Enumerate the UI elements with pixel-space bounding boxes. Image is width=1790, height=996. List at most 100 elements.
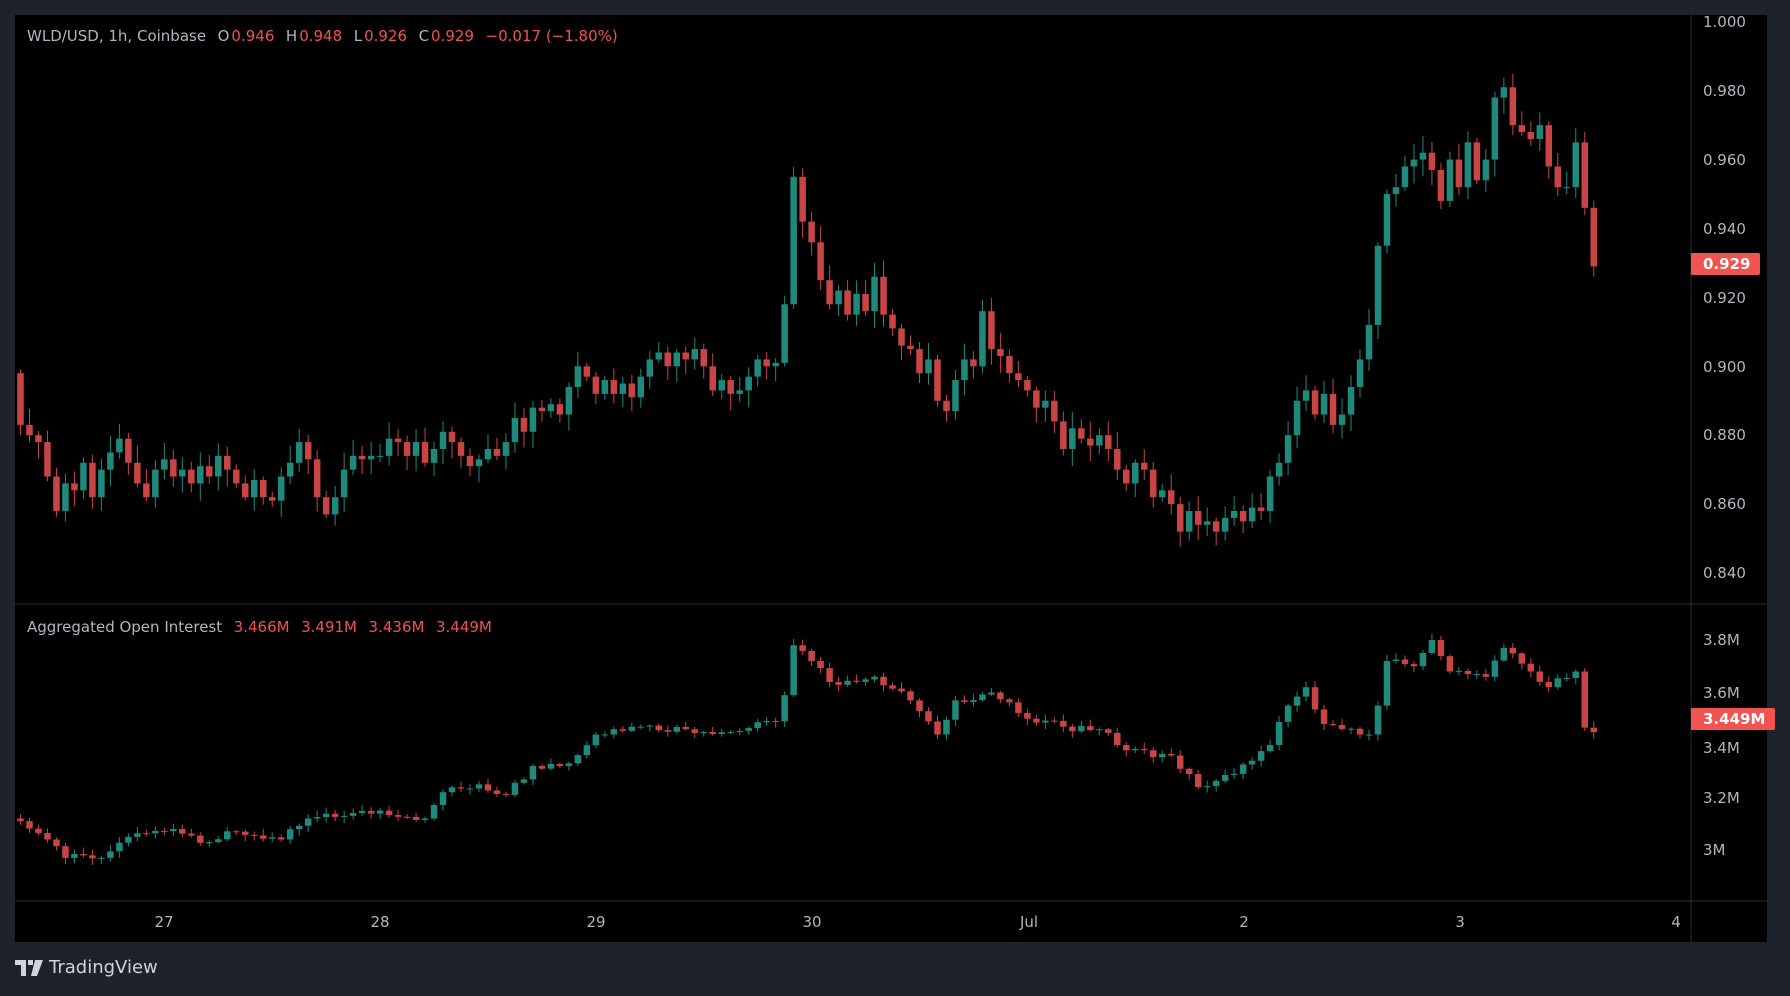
oi-candle: [331, 813, 339, 817]
oi-candle: [1042, 720, 1049, 723]
oi-candle: [152, 830, 159, 834]
oi-candle: [934, 721, 941, 735]
price-candle: [520, 417, 528, 432]
price-candle: [322, 497, 330, 515]
price-candle: [853, 293, 860, 315]
price-candle: [628, 383, 636, 398]
oi-tick: 3.2M: [1703, 789, 1740, 807]
price-tick: 0.900: [1703, 358, 1746, 376]
price-candle: [1024, 380, 1031, 391]
price-candle: [970, 359, 977, 367]
change-value: −0.017 (−1.80%): [485, 27, 618, 45]
oi-candle: [259, 835, 267, 839]
oi-candle: [17, 818, 24, 822]
oi-candle: [925, 711, 932, 722]
price-candle: [763, 359, 770, 367]
price-candle: [952, 380, 959, 412]
time-tick: 2: [1239, 913, 1249, 931]
symbol-title[interactable]: WLD/USD, 1h, Coinbase: [27, 27, 207, 45]
oi-candle: [1437, 640, 1445, 657]
price-candle: [475, 459, 483, 467]
oi-candle: [358, 810, 366, 814]
price-candle: [1356, 359, 1364, 387]
price-tick: 0.920: [1703, 289, 1746, 307]
oi-candle: [1096, 729, 1103, 731]
price-candle: [574, 366, 582, 387]
price-candle: [295, 442, 303, 463]
oi-candle: [763, 720, 770, 723]
price-candle: [1087, 438, 1094, 446]
oi-candle: [1293, 696, 1301, 706]
price-candle: [394, 438, 402, 443]
price-candle: [430, 448, 438, 463]
price-tick: 0.880: [1703, 426, 1746, 444]
price-candle: [35, 435, 42, 443]
oi-candle: [484, 784, 492, 791]
oi-candle: [1563, 677, 1571, 679]
price-candle: [1338, 414, 1346, 425]
oi-candle: [412, 816, 420, 820]
oi-candle: [1374, 705, 1382, 735]
price-candle: [781, 304, 788, 363]
price-candle: [89, 462, 96, 498]
oi-candle: [502, 793, 510, 795]
price-candle: [268, 497, 276, 501]
price-candle: [601, 380, 609, 394]
high-label: H: [285, 27, 298, 45]
price-candle: [835, 290, 842, 305]
price-candle: [943, 400, 950, 412]
oi-candle: [556, 763, 564, 767]
oi-candle: [1060, 720, 1067, 727]
price-candle: [412, 442, 420, 456]
oi-candle: [1473, 674, 1481, 676]
price-candle: [709, 366, 716, 391]
price-candle: [610, 380, 618, 394]
price-candle: [1554, 166, 1562, 188]
oi-candle: [1572, 671, 1580, 678]
price-candle: [331, 497, 339, 515]
oi-high: 3.491M: [301, 618, 357, 636]
oi-candle: [889, 685, 896, 689]
price-candle: [1176, 504, 1184, 532]
oi-candle: [1428, 640, 1436, 654]
price-candle: [745, 376, 752, 391]
oi-candle: [233, 831, 240, 833]
price-candle: [206, 466, 213, 477]
oi-candle: [1051, 720, 1058, 722]
oi-candle: [349, 813, 357, 816]
oi-candle: [538, 766, 546, 769]
price-candle: [1320, 393, 1328, 415]
price-candle: [376, 455, 384, 457]
oi-candle: [718, 732, 725, 735]
price-candle: [1230, 510, 1238, 518]
oi-candle: [844, 680, 851, 685]
price-candle: [718, 380, 725, 391]
oi-candle: [799, 645, 806, 651]
oi-close: 3.449M: [435, 618, 492, 636]
oi-candle: [583, 745, 591, 756]
oi-candle: [1518, 653, 1526, 664]
oi-candle: [907, 691, 914, 701]
price-candle: [880, 276, 887, 315]
tradingview-logo[interactable]: TradingView: [15, 957, 158, 978]
price-tick: 0.840: [1703, 564, 1746, 582]
oi-candle: [475, 784, 483, 789]
last-oi-tag: 3.449M: [1691, 708, 1776, 730]
price-candle: [62, 483, 69, 511]
price-candle: [1518, 125, 1526, 133]
oi-candle: [1284, 705, 1292, 722]
oi-candle: [970, 700, 977, 702]
oi-candle: [179, 829, 186, 834]
oi-candle: [817, 661, 824, 669]
price-candle: [1194, 510, 1202, 525]
oi-title[interactable]: Aggregated Open Interest: [27, 618, 223, 636]
oi-tick: 3M: [1703, 841, 1726, 859]
oi-candle: [1087, 726, 1094, 731]
price-candle: [493, 448, 501, 456]
oi-candle: [1266, 745, 1274, 752]
price-candle: [1132, 462, 1139, 484]
oi-candle: [916, 700, 923, 712]
oi-candle: [242, 831, 249, 835]
oi-candle: [871, 676, 878, 680]
price-candle: [44, 442, 51, 477]
